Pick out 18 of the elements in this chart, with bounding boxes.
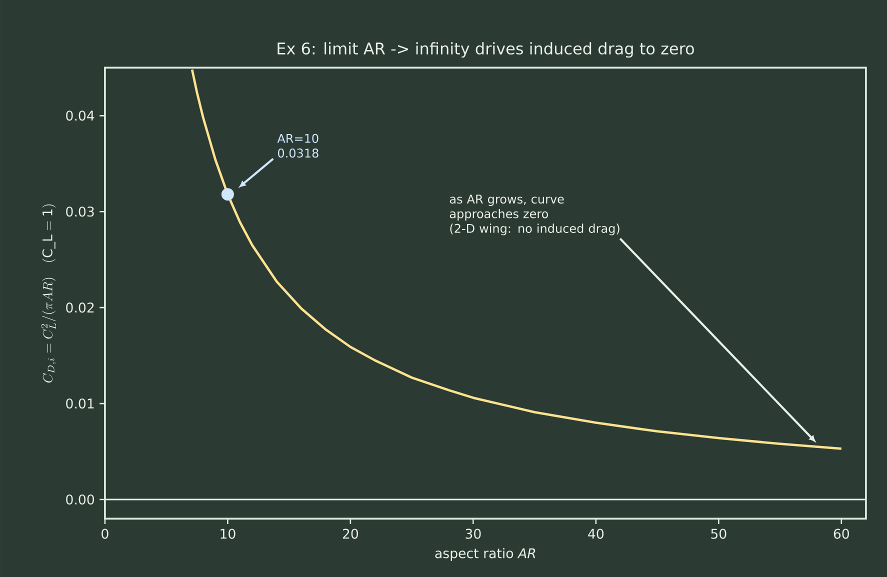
y-tick-label: 0.00 — [66, 494, 94, 505]
x-tick-label: 40 — [588, 528, 604, 539]
y-tick-label: 0.01 — [66, 398, 94, 409]
annotation: as AR grows, curve approaches zero (2-D wing: no induced drag) — [450, 194, 620, 236]
y-tick-label: 0.02 — [66, 302, 94, 313]
y-tick-label: 0.04 — [66, 110, 94, 121]
x-tick-label: 30 — [466, 528, 481, 539]
x-tick-label: 10 — [220, 528, 236, 539]
x-tick-label: 20 — [342, 528, 358, 539]
x-axis-title: aspect ratio AR — [435, 548, 536, 561]
chart-title: Ex 6: limit AR -> infinity drives induced drag to zero — [278, 42, 694, 58]
y-tick-label: 0.03 — [66, 206, 94, 217]
x-tick-label: 60 — [834, 528, 850, 539]
y-axis-title: $C_{D,i} = C_L^2/(\pi AR)\quad\mathrm{(C\_L=1)}$ — [41, 204, 56, 383]
x-tick-label: 0 — [102, 528, 108, 539]
annotation: AR=10 0.0318 — [277, 134, 318, 158]
line-series — [190, 68, 843, 450]
x-tick-label: 50 — [711, 528, 726, 539]
